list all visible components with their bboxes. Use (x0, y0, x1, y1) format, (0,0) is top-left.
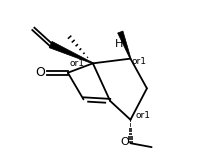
Text: O: O (120, 137, 128, 147)
Polygon shape (49, 41, 93, 64)
Text: or1: or1 (135, 111, 150, 120)
Text: H: H (115, 39, 123, 49)
Text: O: O (35, 66, 45, 79)
Polygon shape (117, 31, 130, 59)
Text: or1: or1 (131, 57, 145, 66)
Text: or1: or1 (69, 59, 84, 68)
